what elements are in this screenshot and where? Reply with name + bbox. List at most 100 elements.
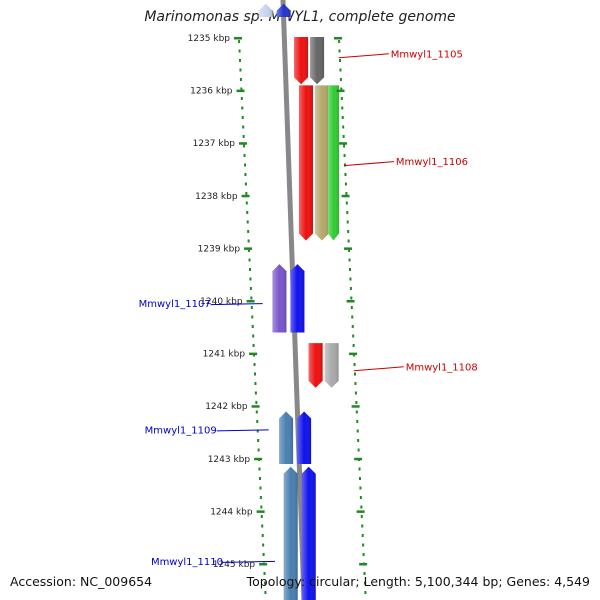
scale-dot: [264, 591, 267, 594]
scale-dot: [346, 211, 349, 214]
scale-dot: [243, 154, 246, 157]
scale-dot: [353, 372, 356, 376]
tick-mark: [244, 247, 253, 250]
scale-dot: [238, 40, 241, 43]
tick-mark: [251, 405, 260, 408]
scale-dot: [359, 486, 362, 490]
gene-features: [258, 3, 339, 600]
scale-dot: [362, 553, 365, 556]
scale-dot: [363, 572, 366, 575]
accession-text: Accession: NC_009654: [10, 574, 153, 589]
tick-mark: [249, 352, 258, 356]
gene-shading: [327, 85, 339, 241]
tick-label: 1238 kbp: [195, 192, 238, 202]
scale-dot: [353, 363, 356, 366]
gene-shading: [290, 264, 305, 333]
scale-dot: [258, 467, 261, 471]
scale-dot: [248, 249, 251, 252]
scale-dot: [242, 125, 245, 129]
scale-dot: [248, 268, 251, 271]
tick-label: 1245 kbp: [213, 560, 256, 570]
scale-dot: [262, 553, 265, 556]
scale-dot: [240, 97, 243, 100]
scale-dot: [348, 268, 351, 271]
scale-dot: [256, 420, 259, 423]
tick-mark: [246, 300, 255, 303]
tick-label: 1236 kbp: [190, 87, 233, 97]
scale-dot: [246, 211, 249, 214]
scale-dot: [360, 515, 363, 518]
gene-label: Mmwyl1_1110: [151, 557, 223, 568]
tick-mark: [359, 563, 368, 566]
scale-dot: [347, 239, 350, 243]
scale-dot: [244, 173, 247, 176]
gene-shading: [298, 85, 313, 241]
scale-dot: [250, 296, 253, 300]
scale-dot: [362, 543, 365, 547]
scale-dot: [339, 59, 342, 62]
scale-dot: [338, 40, 341, 43]
tick-mark: [241, 194, 250, 198]
tick-mark: [354, 457, 363, 461]
scale-dot: [259, 496, 262, 499]
gene-label: Mmwyl1_1105: [391, 49, 463, 60]
scale-dot: [357, 439, 360, 442]
scale-dot: [243, 163, 246, 167]
scale-dot: [347, 230, 350, 233]
tick-label: 1242 kbp: [205, 402, 248, 412]
scale-dot: [259, 486, 262, 490]
scale-dot: [253, 372, 256, 376]
scale-dot: [354, 391, 357, 395]
scale-dot: [245, 201, 248, 205]
scale-dot: [256, 429, 259, 433]
topology-text: Topology: circular; Length: 5,100,344 bp…: [246, 574, 590, 589]
scale-dot: [263, 581, 266, 585]
label-leader: [343, 161, 394, 167]
scale-dot: [243, 144, 246, 148]
scale-dot: [252, 334, 255, 338]
scale-dot: [343, 163, 346, 167]
scale-dot: [355, 410, 358, 414]
gene-label: Mmwyl1_1106: [396, 157, 468, 168]
tick-mark: [259, 563, 268, 566]
scale-dot: [238, 49, 241, 53]
scale-dot: [349, 277, 352, 281]
scale-dot: [340, 87, 343, 91]
scale-dot: [345, 201, 348, 205]
scale-dot: [345, 192, 348, 195]
scale-dot: [253, 363, 256, 366]
tick-mark: [236, 89, 245, 93]
label-leader: [216, 429, 269, 432]
tick-label: 1235 kbp: [188, 34, 231, 44]
scale-dot: [360, 505, 363, 509]
gene-shading: [314, 85, 329, 241]
scale-dot: [260, 515, 263, 518]
scale-dot: [361, 534, 364, 537]
tick-mark: [339, 142, 348, 145]
scale-dot: [250, 306, 253, 309]
tick-mark: [356, 510, 365, 513]
scale-dot: [358, 477, 361, 480]
tick-mark: [349, 352, 358, 356]
scale-dot: [343, 154, 346, 157]
scale-dot: [261, 524, 264, 528]
gene-shading: [272, 264, 287, 333]
scale-dot: [260, 505, 263, 509]
scale-dot: [341, 116, 344, 119]
scale-dot: [352, 334, 355, 338]
scale-dot: [252, 344, 255, 347]
scale-dot: [248, 258, 251, 262]
scale-dot: [364, 591, 367, 594]
scale-dot: [338, 49, 341, 53]
scale-dot: [351, 315, 354, 319]
gene-shading: [279, 411, 294, 465]
scale-dot: [344, 182, 347, 186]
scale-dot: [258, 477, 261, 480]
tick-mark: [239, 142, 248, 145]
scale-dot: [254, 382, 257, 385]
tick-mark: [256, 510, 265, 513]
scale-dot: [354, 382, 357, 385]
gene-shading: [324, 343, 339, 388]
tick-mark: [234, 37, 242, 40]
